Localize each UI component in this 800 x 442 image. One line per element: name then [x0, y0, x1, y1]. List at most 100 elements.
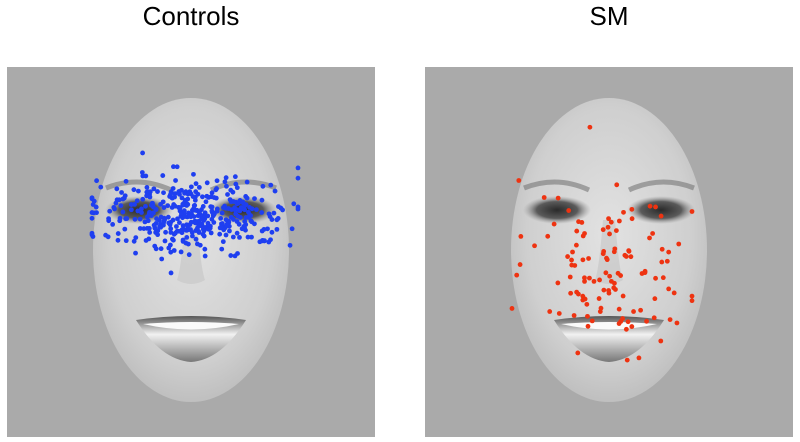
fixation-dot: [268, 182, 274, 188]
panel-title: Controls: [143, 1, 240, 31]
fixation-dot: [123, 238, 129, 244]
fixation-dot: [225, 192, 230, 197]
fixation-dot: [605, 224, 611, 230]
fixation-dot: [113, 200, 119, 206]
fixation-dot: [629, 324, 635, 329]
fixation-dot: [689, 209, 695, 214]
fixation-dot: [295, 206, 301, 212]
fixation-dot: [89, 232, 95, 238]
fixation-dot: [220, 239, 226, 245]
fixation-dot: [192, 197, 198, 203]
fixation-dot: [89, 210, 95, 215]
fixation-dot: [174, 164, 180, 170]
fixation-dot: [629, 216, 635, 222]
fixation-dot: [162, 238, 168, 244]
fixation-dot: [161, 220, 166, 226]
fixation-dot: [222, 179, 228, 185]
fixation-dot: [200, 224, 205, 229]
fixation-dot: [191, 203, 197, 209]
fixation-dot: [188, 184, 194, 190]
fixation-dot: [151, 186, 157, 192]
fixation-dot: [631, 309, 636, 314]
fixation-dot: [249, 206, 255, 212]
fixation-dot: [653, 275, 658, 281]
fixation-dot: [271, 210, 277, 216]
fixation-dot: [514, 272, 520, 278]
fixation-dot: [175, 216, 180, 222]
fixation-dot: [518, 234, 524, 239]
fixation-dot: [585, 323, 591, 329]
fixation-dot: [606, 288, 612, 293]
fixation-dot: [587, 124, 593, 130]
fixation-dot: [147, 189, 153, 195]
fixation-dot: [659, 259, 665, 265]
fixation-dot: [265, 226, 270, 232]
fixation-dot: [133, 235, 139, 241]
fixation-dot: [237, 234, 242, 240]
fixation-dot: [227, 228, 232, 234]
fixation-dot: [139, 170, 145, 175]
fixation-dot: [638, 307, 643, 313]
fixation-dot: [131, 238, 137, 244]
fixation-dot: [586, 256, 591, 261]
fixation-dot: [644, 318, 649, 324]
fixation-dot: [274, 226, 280, 232]
fixation-dot: [226, 218, 232, 224]
fixation-dot: [575, 350, 581, 356]
fixation-dot: [179, 195, 185, 201]
fixation-dot: [153, 207, 159, 213]
fixation-dot: [658, 213, 664, 219]
fixation-dot: [136, 188, 141, 194]
fixation-dot: [115, 231, 121, 236]
fixation-dot: [244, 179, 250, 185]
fixation-dot: [139, 210, 144, 215]
fixation-dot: [231, 217, 236, 222]
fixation-dot: [545, 233, 551, 239]
fixation-dot: [193, 189, 199, 195]
fixation-dot: [667, 317, 673, 322]
fixation-dot: [193, 236, 199, 242]
fixation-dot: [114, 186, 120, 192]
fixation-dot: [666, 249, 672, 255]
fixation-dot: [159, 256, 165, 262]
fixation-dot: [165, 214, 171, 220]
fixation-dot: [227, 197, 233, 203]
fixation-dot: [186, 252, 192, 258]
fixation-dot: [200, 194, 205, 200]
fixation-dot: [185, 191, 191, 197]
fixation-dot: [204, 180, 210, 186]
fixation-dot: [614, 182, 620, 188]
fixation-dot: [516, 178, 522, 183]
fixation-dot: [118, 203, 124, 209]
fixation-dot: [177, 191, 182, 197]
fixation-dot: [234, 219, 240, 224]
fixation-dot: [582, 275, 587, 281]
fixation-dot: [135, 208, 141, 214]
fixation-dot: [188, 219, 194, 225]
fixation-dot: [287, 242, 293, 248]
fixation-dot: [260, 183, 266, 189]
fixation-dot: [161, 205, 167, 210]
fixation-dot: [166, 245, 172, 251]
fixation-dot: [587, 275, 592, 281]
fixation-dot: [252, 196, 257, 202]
fixation-dot: [158, 201, 163, 207]
fixations: [89, 124, 695, 363]
fixation-dot: [671, 290, 677, 296]
fixation-dot: [239, 226, 245, 232]
fixation-dot: [141, 226, 147, 231]
fixation-dot: [196, 185, 202, 190]
fixation-dot: [230, 234, 236, 240]
fixation-dot: [150, 203, 156, 209]
fixation-dot: [238, 215, 243, 220]
face-image: [7, 67, 375, 437]
fixation-dot: [224, 222, 230, 228]
fixation-dot: [142, 219, 148, 225]
fixation-dot: [636, 355, 642, 361]
fixation-dot: [509, 306, 515, 311]
fixation-dot: [195, 225, 200, 231]
fixation-dot: [132, 202, 137, 207]
fixation-dot: [249, 234, 254, 240]
fixation-dot: [161, 190, 166, 196]
fixation-dot: [209, 204, 215, 210]
